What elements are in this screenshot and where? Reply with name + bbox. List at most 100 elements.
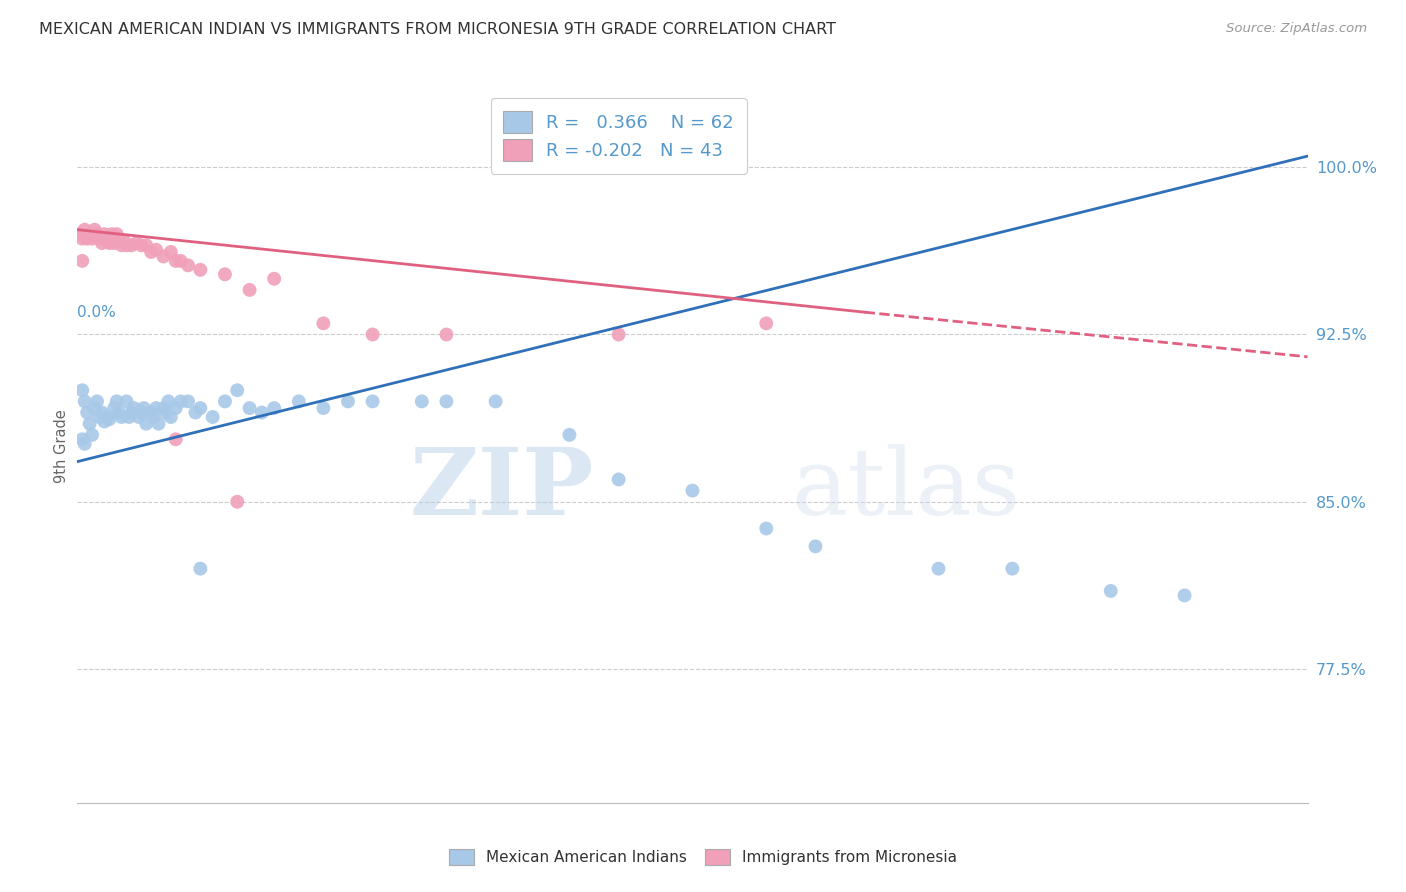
Point: [70, 253, 93, 268]
Point: [170, 394, 193, 409]
Point: [157, 394, 180, 409]
Point: [682, 483, 704, 498]
Point: [98, 412, 121, 426]
Point: [93, 414, 115, 428]
Point: [90, 235, 114, 250]
Point: [804, 539, 827, 553]
Point: [312, 401, 335, 415]
Point: [101, 227, 124, 241]
Y-axis label: 9th Grade: 9th Grade: [53, 409, 69, 483]
Point: [436, 394, 458, 409]
Text: Source: ZipAtlas.com: Source: ZipAtlas.com: [1226, 22, 1367, 36]
Point: [90, 405, 114, 419]
Point: [142, 409, 165, 424]
Point: [239, 401, 262, 415]
Text: 0.0%: 0.0%: [77, 305, 117, 320]
Point: [160, 244, 183, 259]
Point: [170, 253, 193, 268]
Point: [73, 394, 96, 409]
Point: [485, 394, 508, 409]
Point: [70, 432, 93, 446]
Point: [121, 405, 143, 419]
Point: [141, 244, 163, 259]
Point: [607, 327, 630, 342]
Point: [148, 417, 170, 431]
Point: [250, 405, 273, 419]
Point: [128, 409, 150, 424]
Point: [135, 238, 157, 252]
Point: [411, 394, 433, 409]
Point: [76, 405, 98, 419]
Point: [177, 258, 200, 272]
Point: [105, 227, 128, 241]
Point: [118, 409, 141, 424]
Text: ZIP: ZIP: [409, 444, 595, 533]
Point: [184, 405, 207, 419]
Point: [1174, 588, 1197, 602]
Point: [121, 238, 143, 252]
Point: [361, 394, 384, 409]
Point: [86, 394, 108, 409]
Point: [755, 521, 778, 535]
Point: [201, 409, 224, 424]
Point: [132, 401, 155, 415]
Point: [436, 327, 458, 342]
Point: [73, 222, 96, 236]
Point: [93, 227, 115, 241]
Point: [125, 235, 148, 250]
Point: [214, 267, 236, 281]
Point: [177, 394, 200, 409]
Text: MEXICAN AMERICAN INDIAN VS IMMIGRANTS FROM MICRONESIA 9TH GRADE CORRELATION CHAR: MEXICAN AMERICAN INDIAN VS IMMIGRANTS FR…: [39, 22, 837, 37]
Point: [160, 409, 183, 424]
Point: [108, 405, 131, 419]
Point: [105, 394, 128, 409]
Point: [165, 253, 187, 268]
Point: [103, 235, 125, 250]
Point: [337, 394, 360, 409]
Point: [115, 238, 138, 252]
Point: [155, 405, 177, 419]
Point: [1099, 583, 1122, 598]
Point: [115, 394, 138, 409]
Point: [89, 409, 111, 424]
Point: [361, 327, 384, 342]
Point: [288, 394, 311, 409]
Point: [96, 231, 118, 245]
Point: [239, 283, 262, 297]
Point: [145, 243, 167, 257]
Point: [131, 238, 153, 252]
Point: [103, 401, 125, 415]
Point: [73, 436, 96, 450]
Point: [108, 231, 131, 245]
Point: [190, 262, 212, 277]
Point: [312, 316, 335, 330]
Point: [928, 561, 950, 575]
Point: [69, 227, 91, 241]
Point: [152, 249, 174, 263]
Point: [165, 401, 187, 415]
Point: [89, 231, 111, 245]
Point: [111, 238, 132, 252]
Point: [79, 227, 101, 241]
Point: [82, 427, 104, 442]
Point: [112, 234, 135, 248]
Legend: R =   0.366    N = 62, R = -0.202   N = 43: R = 0.366 N = 62, R = -0.202 N = 43: [491, 98, 747, 174]
Point: [83, 401, 105, 415]
Point: [263, 401, 285, 415]
Point: [226, 494, 249, 508]
Text: atlas: atlas: [792, 444, 1021, 533]
Point: [86, 227, 108, 241]
Point: [152, 401, 174, 415]
Point: [79, 417, 101, 431]
Point: [70, 231, 93, 245]
Point: [190, 401, 212, 415]
Point: [190, 561, 212, 575]
Point: [98, 235, 121, 250]
Point: [122, 401, 145, 415]
Point: [226, 383, 249, 397]
Point: [70, 383, 93, 397]
Point: [607, 472, 630, 486]
Point: [111, 409, 132, 424]
Legend: Mexican American Indians, Immigrants from Micronesia: Mexican American Indians, Immigrants fro…: [443, 843, 963, 871]
Point: [558, 427, 581, 442]
